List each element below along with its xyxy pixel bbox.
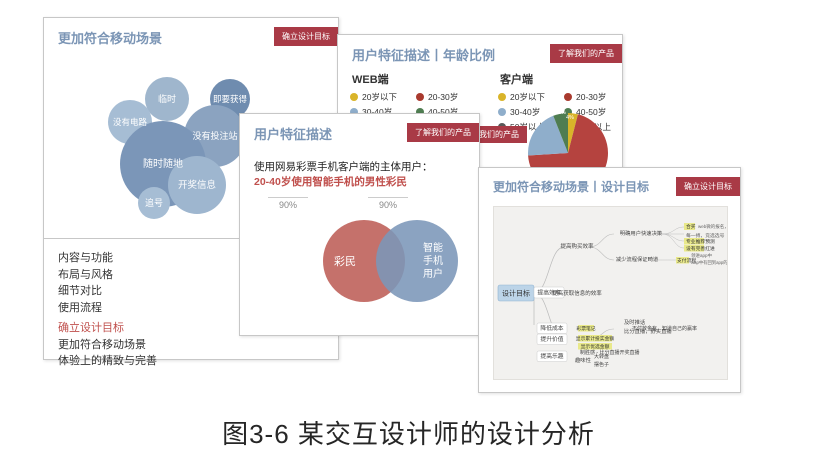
- svg-text:没有电路: 没有电路: [113, 117, 148, 127]
- svg-text:彩民: 彩民: [334, 255, 356, 268]
- svg-text:设有完善红进: 设有完善红进: [686, 245, 715, 252]
- svg-text:web微的报名，发起者的战绩: web微的报名，发起者的战绩: [698, 223, 727, 230]
- svg-text:提高购买效率: 提高购买效率: [560, 242, 594, 250]
- svg-text:彩票笔记: 彩票笔记: [576, 325, 595, 332]
- svg-text:摆色子: 摆色子: [594, 361, 609, 368]
- svg-text:40-50岁: 40-50岁: [576, 107, 606, 117]
- svg-text:临时: 临时: [158, 93, 176, 104]
- svg-text:智能: 智能: [423, 241, 443, 254]
- svg-text:追号: 追号: [145, 197, 163, 208]
- svg-text:手机: 手机: [423, 254, 443, 267]
- svg-text:每一搏，竞选选号: 每一搏，竞选选号: [686, 232, 725, 239]
- svg-text:专业推荐预测: 专业推荐预测: [686, 238, 715, 245]
- svg-text:设计目标: 设计目标: [502, 289, 530, 298]
- svg-text:显示累计投实金额: 显示累计投实金额: [576, 335, 615, 342]
- svg-text:开奖信息: 开奖信息: [178, 179, 216, 191]
- svg-text:提高乐趣: 提高乐趣: [540, 352, 563, 360]
- svg-text:30-40岁: 30-40岁: [510, 107, 540, 117]
- svg-text:提升价值: 提升价值: [540, 335, 563, 343]
- svg-text:合买: 合买: [686, 223, 696, 230]
- svg-text:明确用户快速决策: 明确用户快速决策: [620, 229, 663, 237]
- svg-text:即要获得: 即要获得: [213, 94, 248, 104]
- svg-text:提高获取信息的效率: 提高获取信息的效率: [552, 289, 602, 297]
- svg-text:大转盘: 大转盘: [594, 353, 609, 360]
- svg-text:趣味性: 趣味性: [575, 356, 592, 364]
- svg-text:20-30岁: 20-30岁: [576, 92, 606, 102]
- svg-text:不付放金有，知道自己的赢率: 不付放金有，知道自己的赢率: [632, 325, 697, 332]
- svg-text:20岁以下: 20岁以下: [510, 92, 545, 102]
- svg-text:用户: 用户: [423, 267, 443, 280]
- svg-text:20-30岁: 20-30岁: [428, 92, 458, 102]
- svg-text:减少流程保证畸道: 减少流程保证畸道: [616, 255, 659, 263]
- svg-text:随时随地: 随时随地: [143, 157, 183, 170]
- svg-text:领进app中: 领进app中: [691, 252, 713, 259]
- svg-text:显示优选金额: 显示优选金额: [581, 343, 610, 350]
- svg-text:wap中有回到app的流程: wap中有回到app的流程: [691, 259, 727, 266]
- svg-text:降低成本: 降低成本: [540, 324, 563, 332]
- svg-text:20岁以下: 20岁以下: [362, 92, 397, 102]
- svg-text:制胜感 - 比分直播开奖直播: 制胜感 - 比分直播开奖直播: [580, 349, 639, 356]
- svg-text:及时推话: 及时推话: [624, 318, 646, 326]
- svg-text:没有投注站: 没有投注站: [192, 130, 237, 141]
- svg-text:60岁以上: 60岁以上: [576, 122, 611, 132]
